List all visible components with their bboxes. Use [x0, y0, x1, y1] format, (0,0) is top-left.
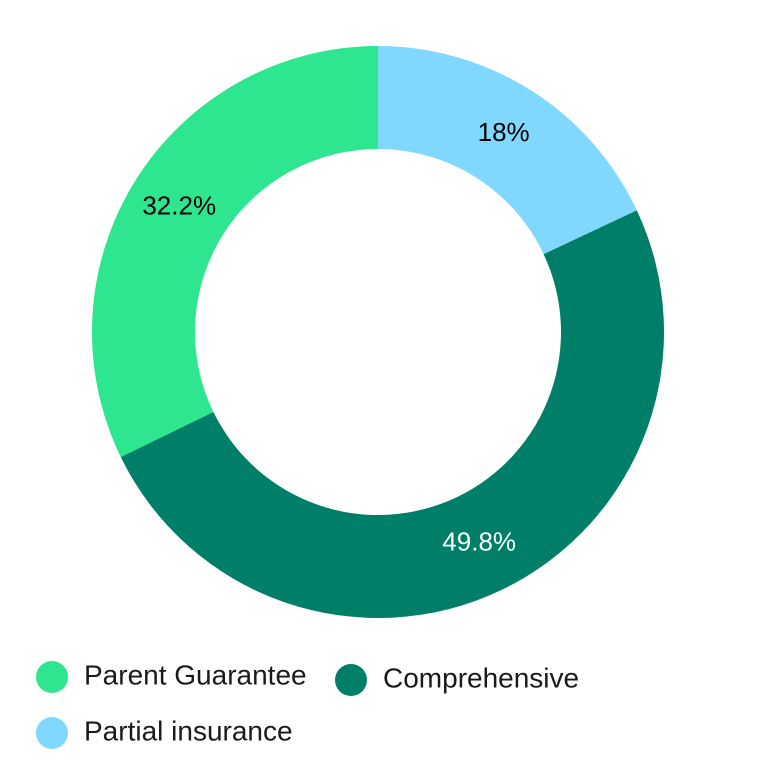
legend-swatch — [36, 717, 68, 749]
value-label: 49.8% — [442, 526, 516, 556]
value-label: 18% — [478, 117, 530, 147]
legend-swatch — [36, 661, 68, 693]
donut-slice — [120, 210, 664, 618]
donut-slice — [378, 46, 637, 255]
value-label: 32.2% — [142, 190, 216, 220]
legend-label: Comprehensive — [383, 662, 579, 693]
legend-swatch — [335, 664, 367, 696]
legend-label: Partial insurance — [84, 715, 293, 746]
donut-slice — [91, 46, 378, 458]
legend-label: Parent Guarantee — [84, 659, 307, 690]
